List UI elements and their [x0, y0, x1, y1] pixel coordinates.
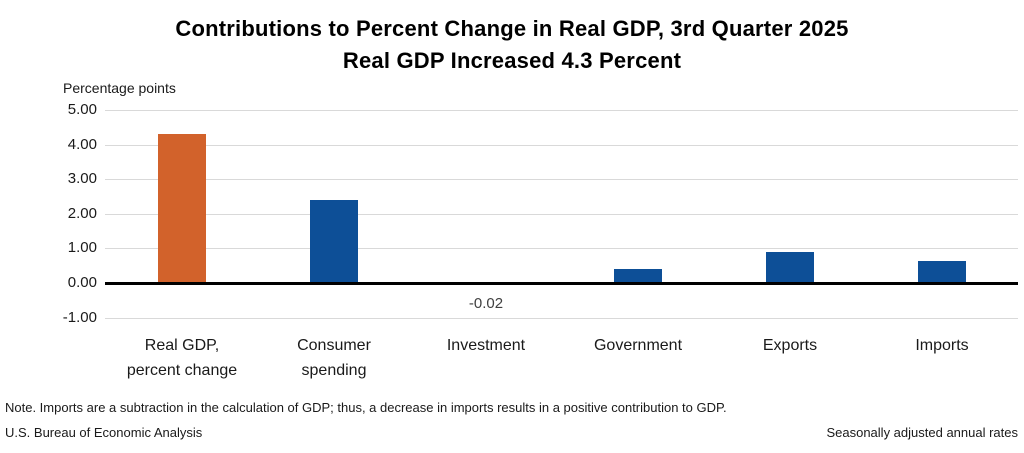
bar-exports — [766, 252, 814, 283]
category-label-line: Government — [593, 337, 683, 354]
chart-title: Contributions to Percent Change in Real … — [0, 13, 1024, 77]
x-axis-line — [105, 282, 1018, 285]
gridline-3.00 — [105, 179, 1018, 180]
category-label-line: spending — [301, 362, 367, 379]
y-tick-label: -1.00 — [62, 309, 97, 326]
category-label-line: Imports — [915, 337, 969, 354]
chart-title-line2: Real GDP Increased 4.3 Percent — [342, 48, 682, 73]
gridline--1.00 — [105, 318, 1018, 319]
y-tick-label: 2.00 — [67, 205, 97, 222]
bar-real-gdp-percent-change — [158, 134, 206, 283]
category-label: Consumer spending — [254, 333, 414, 383]
gridline-1.00 — [105, 248, 1018, 249]
category-label-line: Exports — [762, 337, 818, 354]
note-text: Note. Imports are a subtraction in the c… — [5, 400, 727, 415]
category-label-line: Consumer — [297, 337, 371, 354]
rates-text: Seasonally adjusted annual rates — [826, 425, 1018, 440]
source-text: U.S. Bureau of Economic Analysis — [5, 425, 203, 440]
bar-imports — [918, 261, 966, 283]
gridline-4.00 — [105, 145, 1018, 146]
category-label: Real GDP, percent change — [102, 333, 262, 383]
footer-row: U.S. Bureau of Economic Analysis Seasona… — [5, 425, 1018, 440]
category-label: Imports — [862, 333, 1022, 358]
y-tick-label: 3.00 — [67, 170, 97, 187]
y-tick-label: 0.00 — [67, 274, 97, 291]
gridline-2.00 — [105, 214, 1018, 215]
y-tick-label: 5.00 — [67, 101, 97, 118]
y-axis-title: Percentage points — [63, 80, 176, 96]
data-label: -0.02 — [468, 295, 504, 312]
category-label-line: Real GDP, — [144, 337, 220, 354]
y-tick-label: 1.00 — [67, 239, 97, 256]
bar-consumer-spending — [310, 200, 358, 283]
chart-title-line1: Contributions to Percent Change in Real … — [175, 16, 849, 41]
category-label: Government — [558, 333, 718, 358]
category-label-line: percent change — [126, 362, 238, 379]
category-label: Investment — [406, 333, 566, 358]
category-label-line: Investment — [446, 337, 526, 354]
y-tick-label: 4.00 — [67, 136, 97, 153]
bar-government — [614, 269, 662, 283]
gridline-5.00 — [105, 110, 1018, 111]
category-label: Exports — [710, 333, 870, 358]
